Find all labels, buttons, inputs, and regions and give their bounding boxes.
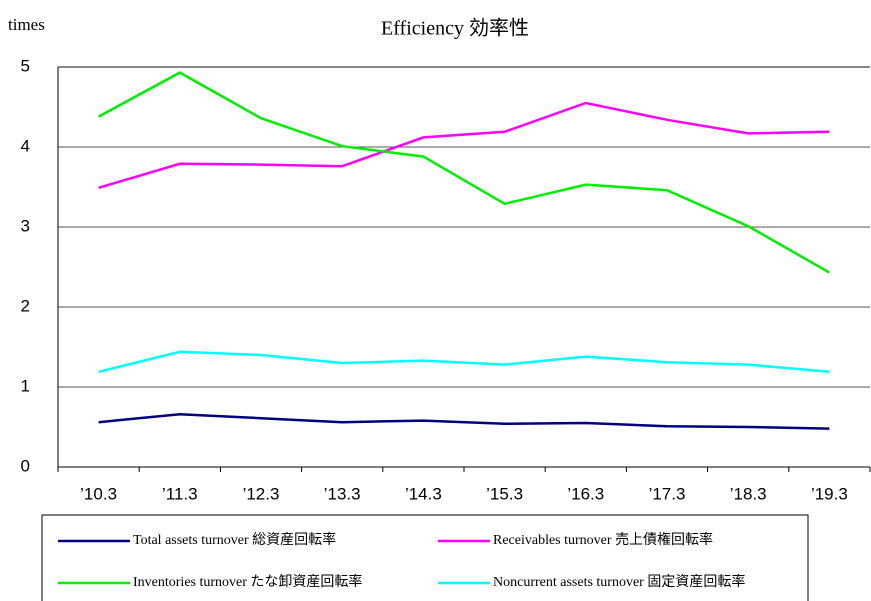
legend-label: Inventories turnover たな卸資産回転率 xyxy=(133,573,362,590)
series-line xyxy=(98,101,830,189)
series-line xyxy=(98,71,831,274)
y-tick-label: 2 xyxy=(21,296,30,315)
x-tick-label: ’12.3 xyxy=(243,484,280,503)
legend-label: Receivables turnover 売上債権回転率 xyxy=(493,531,713,548)
y-axis-label: times xyxy=(8,15,45,34)
x-tick-label: ’19.3 xyxy=(811,484,848,503)
series-line xyxy=(98,350,830,374)
x-tick-label: ’14.3 xyxy=(405,484,442,503)
y-tick-label: 5 xyxy=(21,56,30,75)
legend-label: Noncurrent assets turnover 固定資産回転率 xyxy=(493,573,745,590)
x-tick-label: ’16.3 xyxy=(567,484,604,503)
legend-label: Total assets turnover 総資産回転率 xyxy=(133,531,336,548)
y-tick-label: 0 xyxy=(21,456,30,475)
x-tick-label: ’18.3 xyxy=(730,484,767,503)
y-tick-label: 1 xyxy=(21,376,30,395)
y-tick-label: 4 xyxy=(21,136,30,155)
y-tick-label: 3 xyxy=(21,216,30,235)
x-tick-label: ’10.3 xyxy=(80,484,117,503)
x-tick-label: ’17.3 xyxy=(649,484,686,503)
legend-box xyxy=(41,514,809,601)
x-tick-label: ’13.3 xyxy=(324,484,361,503)
x-tick-label: ’15.3 xyxy=(486,484,523,503)
series-line xyxy=(98,412,830,430)
x-tick-label: ’11.3 xyxy=(162,484,198,503)
chart-title: Efficiency 効率性 xyxy=(381,17,529,40)
